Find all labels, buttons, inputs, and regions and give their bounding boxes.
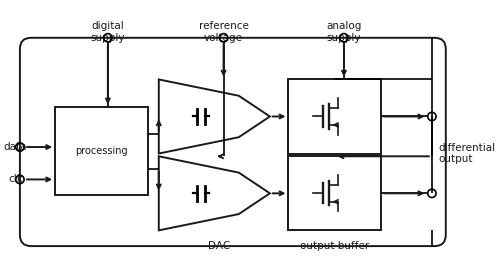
Text: clk: clk <box>9 174 24 184</box>
Polygon shape <box>159 156 270 230</box>
Text: analog
supply: analog supply <box>326 21 362 43</box>
FancyBboxPatch shape <box>55 107 148 195</box>
FancyBboxPatch shape <box>20 38 446 246</box>
Text: DAC: DAC <box>208 241 230 251</box>
Text: differential
output: differential output <box>438 143 496 164</box>
Polygon shape <box>159 79 270 154</box>
Text: digital
supply: digital supply <box>90 21 125 43</box>
Text: data: data <box>3 142 26 152</box>
FancyBboxPatch shape <box>288 156 381 230</box>
Text: processing: processing <box>75 146 128 156</box>
Text: output buffer: output buffer <box>300 241 370 251</box>
FancyBboxPatch shape <box>288 79 381 154</box>
Text: reference
voltage: reference voltage <box>198 21 248 43</box>
